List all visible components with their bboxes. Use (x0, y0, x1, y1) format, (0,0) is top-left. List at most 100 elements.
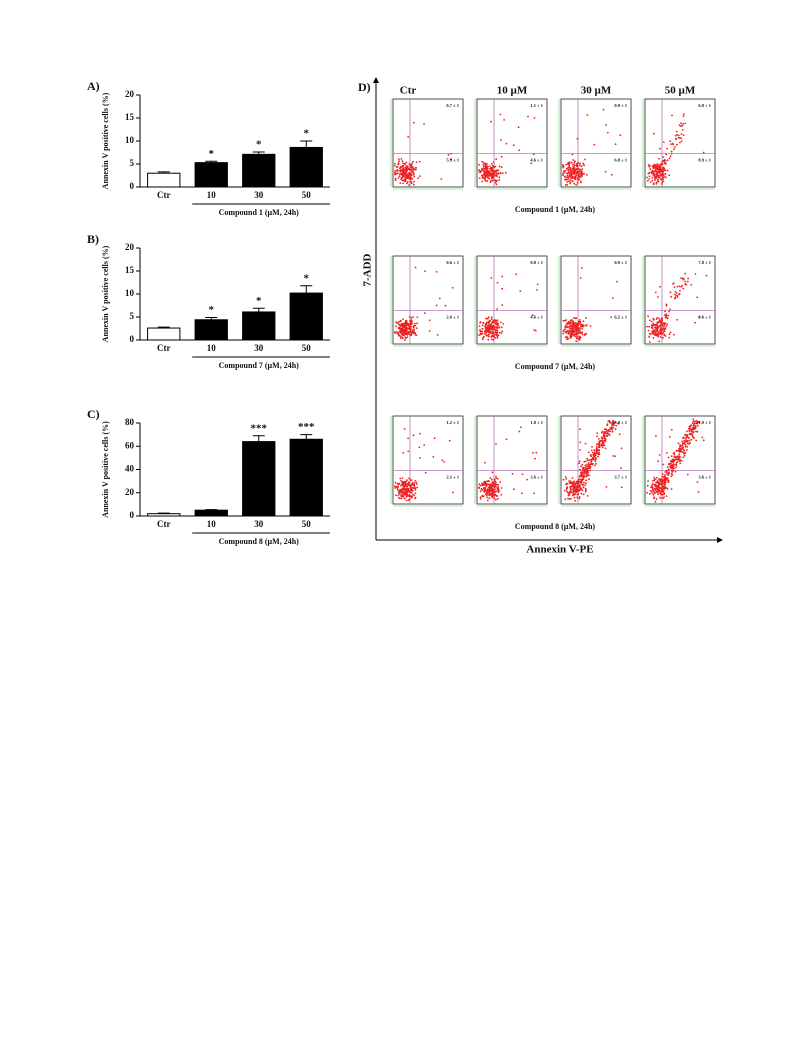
event-dot (661, 494, 664, 496)
event-dot (485, 491, 488, 493)
event-dot (411, 165, 413, 168)
event-dot (578, 322, 581, 325)
event-dot (658, 340, 660, 343)
event-dot (571, 153, 574, 156)
event-dot (440, 178, 443, 180)
event-dot (672, 458, 675, 461)
event-dot (521, 492, 523, 495)
event-dot (620, 447, 623, 450)
event-dot (580, 465, 582, 468)
event-dot (397, 494, 400, 497)
x-tick-label: 30 (254, 343, 264, 353)
event-dot (687, 437, 690, 439)
event-dot (568, 168, 571, 171)
event-dot (579, 468, 581, 471)
event-dot (670, 473, 673, 475)
event-dot (513, 488, 515, 491)
event-dot (398, 324, 400, 326)
event-dot (575, 488, 578, 491)
event-dot (406, 176, 408, 179)
event-dot (606, 431, 608, 433)
event-dot (418, 160, 421, 163)
error-bar (157, 512, 170, 514)
event-dot (662, 463, 665, 466)
event-dot (665, 303, 668, 306)
event-dot (482, 162, 485, 164)
event-dot (678, 292, 681, 295)
axis-label: Annexin V-PE (526, 544, 593, 556)
event-dot (581, 483, 583, 486)
event-dot (595, 456, 597, 459)
event-dot (652, 337, 655, 339)
event-dot (660, 318, 663, 320)
event-dot (690, 428, 692, 431)
event-dot (488, 335, 490, 338)
event-dot (399, 488, 401, 491)
event-dot (666, 472, 668, 475)
event-dot (681, 284, 684, 287)
event-dot (405, 168, 408, 170)
event-dot (608, 421, 611, 423)
event-dot (518, 149, 521, 152)
event-dot (486, 163, 488, 165)
event-dot (682, 442, 685, 445)
event-dot (666, 487, 669, 490)
event-dot (451, 286, 454, 289)
event-dot (566, 329, 569, 332)
event-dot (702, 439, 705, 442)
event-dot (661, 183, 663, 185)
event-dot (563, 171, 566, 174)
event-dot (571, 325, 573, 328)
event-dot (575, 183, 577, 186)
event-dot (684, 122, 687, 125)
y-tick-label: 5 (130, 158, 135, 168)
event-dot (678, 137, 681, 139)
event-dot (604, 438, 607, 440)
event-dot (570, 497, 572, 500)
event-dot (657, 493, 659, 496)
event-dot (410, 491, 413, 494)
event-dot (483, 165, 485, 168)
event-dot (681, 444, 684, 447)
event-dot (402, 325, 405, 328)
event-dot (652, 483, 654, 485)
event-dot (682, 123, 684, 125)
event-dot (527, 115, 529, 118)
event-dot (659, 330, 662, 332)
event-dot (598, 451, 600, 454)
event-dot (664, 476, 666, 479)
event-dot (406, 487, 408, 490)
event-dot (568, 176, 570, 178)
event-dot (488, 494, 490, 497)
event-dot (676, 450, 679, 452)
quadrant-label: 8.9 ± 1 (698, 158, 711, 163)
event-dot (571, 167, 574, 170)
y-axis-label: Annexin V positive cells (%) (101, 421, 110, 518)
event-dot (684, 272, 687, 275)
event-dot (683, 449, 685, 451)
event-dot (661, 473, 664, 475)
event-dot (568, 329, 571, 332)
event-dot (672, 459, 675, 462)
event-dot (396, 322, 399, 325)
x-axis-label: Compound 8 (µM, 24h) (219, 537, 300, 546)
event-dot (586, 463, 588, 466)
plot-frame (476, 98, 548, 188)
quadrant-label: 60.8 ± 1 (612, 420, 628, 425)
event-dot (678, 455, 680, 458)
event-dot (581, 327, 584, 330)
event-dot (566, 167, 569, 170)
event-dot (584, 487, 587, 490)
bar (194, 509, 228, 517)
event-dot (489, 477, 492, 479)
event-dot (520, 426, 522, 429)
quadrant-label: 0.6 ± 1 (446, 260, 459, 265)
event-dot (401, 165, 404, 168)
event-dot (536, 289, 538, 291)
event-dot (565, 482, 568, 485)
event-dot (408, 172, 411, 175)
event-dot (578, 460, 581, 462)
event-dot (648, 178, 651, 180)
event-dot (403, 334, 405, 337)
event-dot (491, 179, 494, 182)
